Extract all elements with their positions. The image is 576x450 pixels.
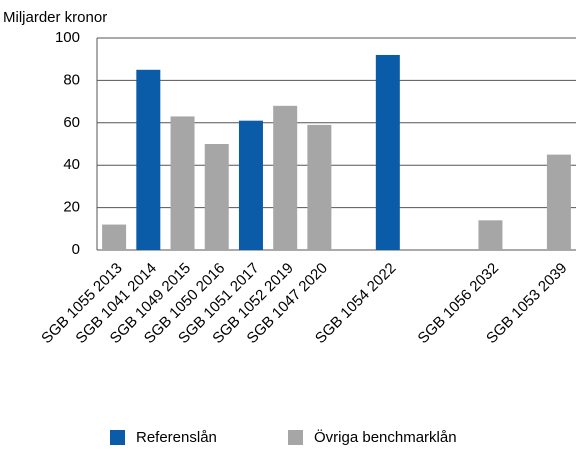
legend-label: Referenslån: [136, 429, 217, 446]
y-tick-label: 60: [63, 114, 80, 131]
bar: [170, 116, 195, 250]
bar: [478, 220, 503, 250]
y-tick-label: 80: [63, 71, 80, 88]
bar: [546, 154, 571, 250]
y-tick-label: 0: [72, 241, 80, 258]
legend-label: Övriga benchmarklån: [314, 428, 457, 446]
bar: [273, 105, 298, 250]
legend-swatch: [110, 430, 125, 445]
bar: [204, 144, 229, 250]
bar: [307, 124, 332, 250]
bar: [136, 69, 161, 250]
y-tick-label: 100: [55, 29, 80, 46]
y-tick-label: 20: [63, 199, 80, 216]
bar: [238, 120, 263, 251]
y-tick-label: 40: [63, 156, 80, 173]
bar: [375, 54, 400, 251]
y-axis-title: Miljarder kronor: [3, 9, 107, 26]
bar: [102, 224, 127, 250]
legend-swatch: [288, 430, 303, 445]
